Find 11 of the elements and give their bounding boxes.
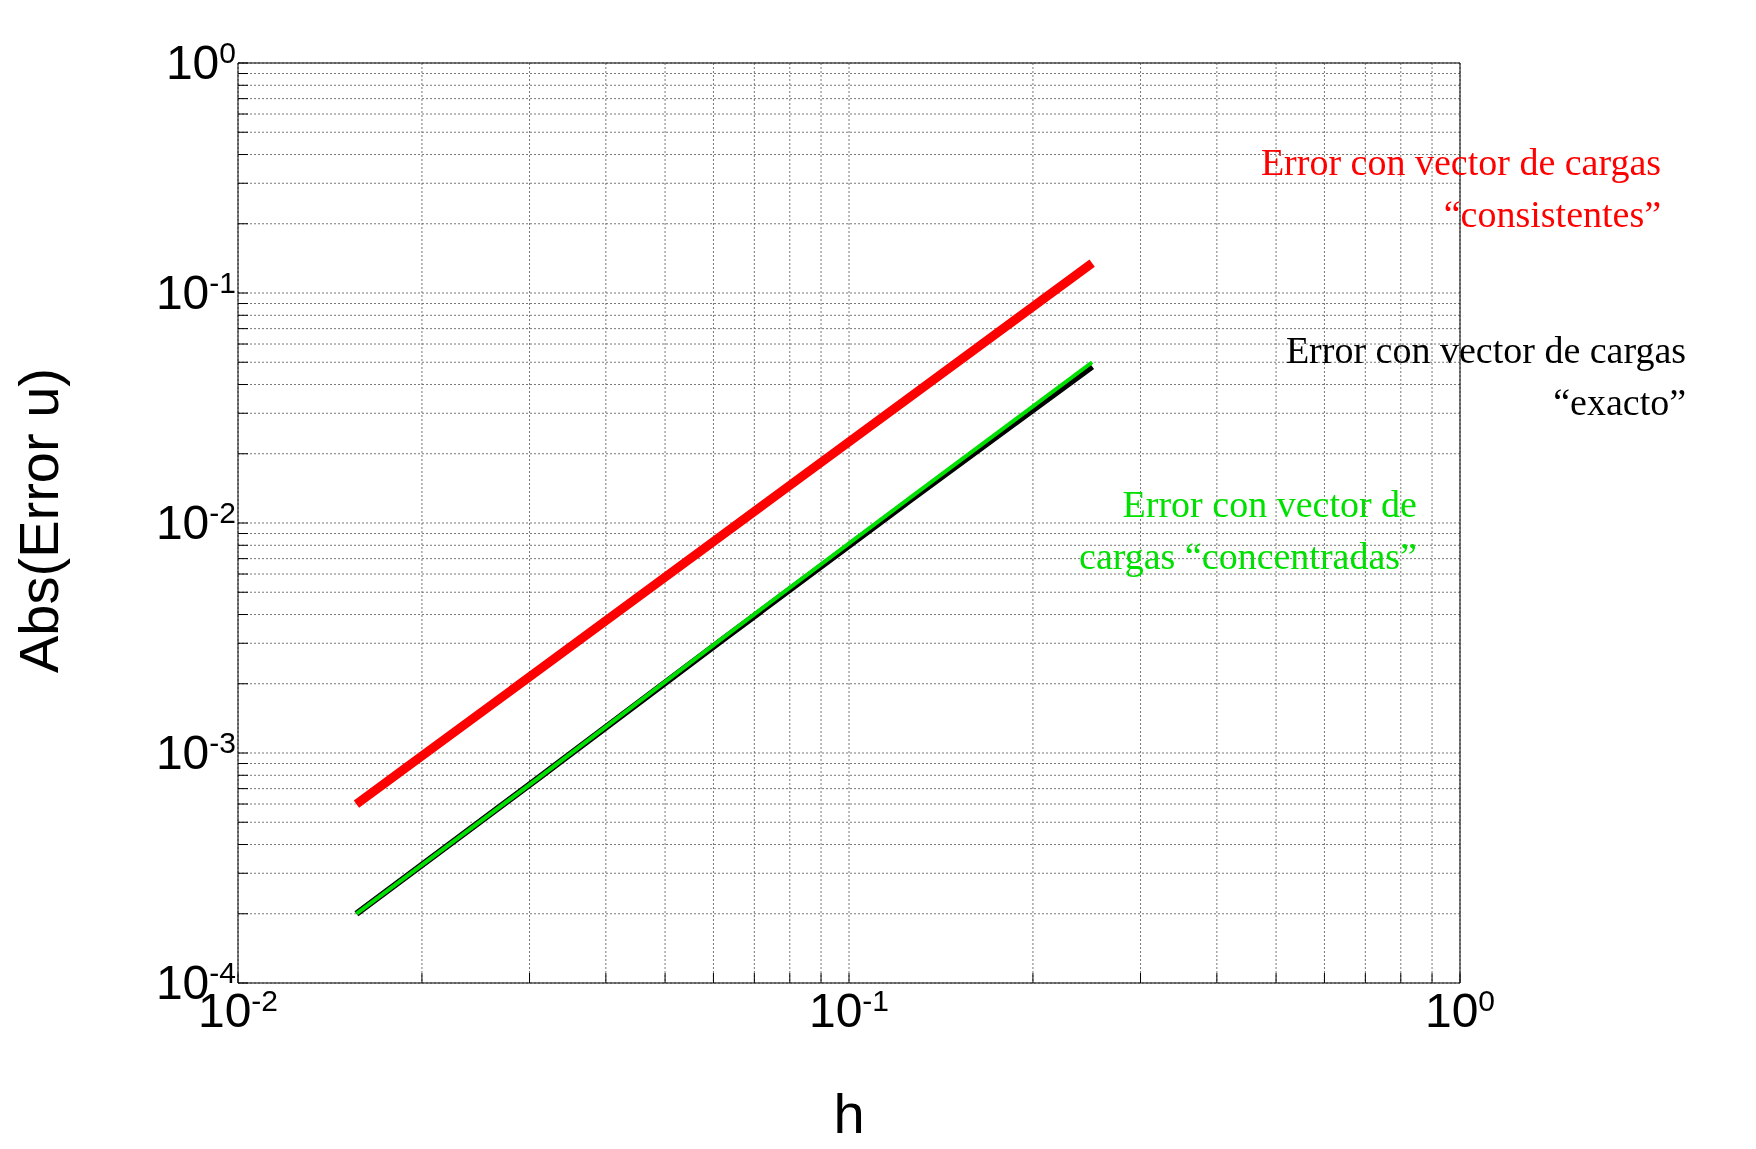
- y-tick-label: 10$^{-3}$: [155, 725, 236, 779]
- text: Error con vector de cargas “consistentes”: [1260, 140, 1662, 237]
- text: Error con vector de cargas “concentradas”: [1079, 482, 1417, 579]
- x-tick-label: 10$^{-1}$: [808, 983, 890, 1037]
- x-axis-title: h: [833, 1082, 865, 1145]
- y-axis-title: Abs(Error u): [6, 368, 70, 673]
- x-tick-label: 10$^{0}$: [1424, 983, 1496, 1037]
- y-tick-label: 10$^{0}$: [165, 35, 236, 89]
- y-tick-label: 10$^{-2}$: [155, 495, 236, 549]
- y-tick-label: 10$^{-1}$: [155, 265, 236, 319]
- text: Error con vector de cargas “exacto”: [1285, 328, 1687, 425]
